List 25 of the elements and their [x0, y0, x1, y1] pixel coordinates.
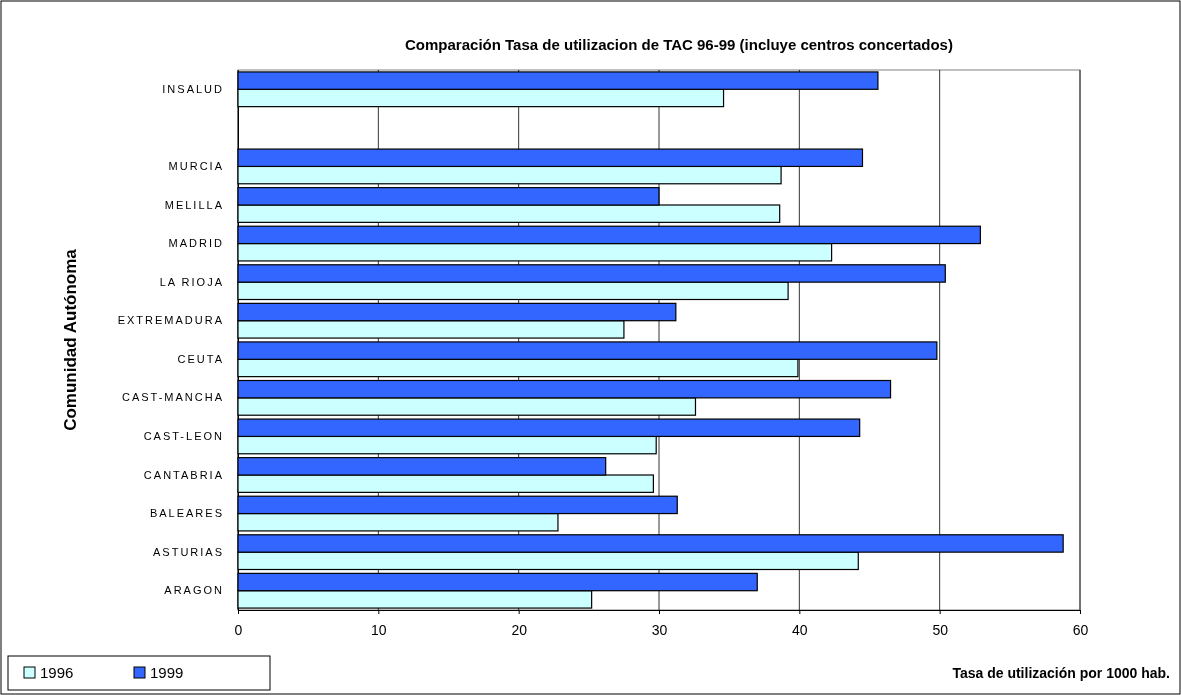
- y-tick-label: CANTABRIA: [143, 468, 224, 481]
- legend-label: 1999: [150, 664, 184, 681]
- x-tick-label: 40: [792, 622, 808, 639]
- y-tick-label: BALEARES: [149, 507, 224, 520]
- y-tick-label: CEUTA: [177, 352, 224, 365]
- x-axis-title: Tasa de utilización por 1000 hab.: [952, 665, 1170, 681]
- y-tick-label: MADRID: [168, 237, 224, 250]
- x-tick-label: 10: [371, 622, 387, 639]
- y-tick-label: LA RIOJA: [159, 275, 224, 288]
- y-tick-label: ARAGON: [164, 584, 224, 597]
- x-tick-label: 20: [511, 622, 528, 639]
- chart-title: Comparación Tasa de utilizacion de TAC 96-99 (incluye centros concertados): [405, 36, 953, 53]
- y-tick-label: MELILLA: [164, 198, 224, 211]
- y-tick-label: EXTREMADURA: [117, 314, 224, 327]
- y-tick-label: ASTURIAS: [152, 545, 224, 558]
- y-tick-label: CAST-LEON: [143, 429, 224, 442]
- x-tick-label: 50: [932, 622, 949, 639]
- x-tick-label: 0: [234, 622, 243, 639]
- y-axis-title: Comunidad Autónoma: [61, 248, 80, 431]
- x-tick-label: 60: [1072, 622, 1089, 639]
- y-tick-label: INSALUD: [162, 82, 224, 95]
- x-tick-label: 30: [651, 622, 668, 639]
- y-tick-label: MURCIA: [168, 159, 224, 172]
- y-tick-label: CAST-MANCHA: [121, 391, 224, 404]
- legend-label: 1996: [40, 664, 74, 681]
